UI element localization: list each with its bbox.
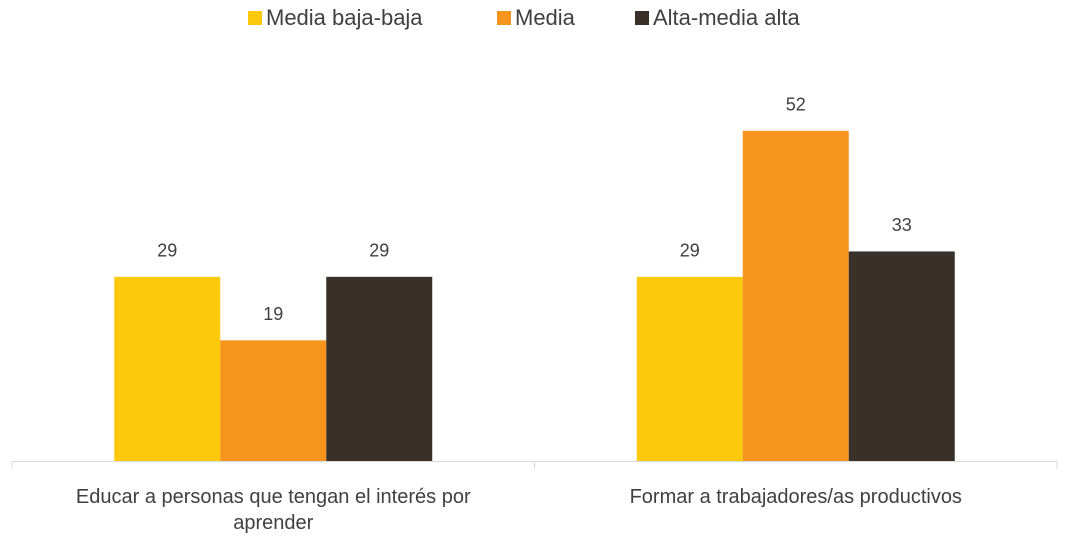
data-label: 29 [680,241,700,261]
legend-swatch [497,11,511,25]
legend-label: Media [515,5,576,30]
x-tick-label: Formar a trabajadores/as productivos [629,486,962,508]
legend-label: Media baja-baja [266,5,423,30]
bar [220,340,327,461]
legend-label: Alta-media alta [653,5,801,30]
bar [848,251,955,461]
bar [636,276,743,461]
x-tick-label: Educar a personas que tengan el interés … [75,486,471,534]
bar [114,276,221,461]
data-label: 29 [157,241,177,261]
data-label: 19 [263,304,283,324]
legend-swatch [248,11,262,25]
data-label: 29 [369,241,389,261]
data-label: 33 [892,215,912,235]
bar [326,276,433,461]
legend-swatch [635,11,649,25]
data-label: 52 [786,95,806,115]
bar [742,130,849,462]
